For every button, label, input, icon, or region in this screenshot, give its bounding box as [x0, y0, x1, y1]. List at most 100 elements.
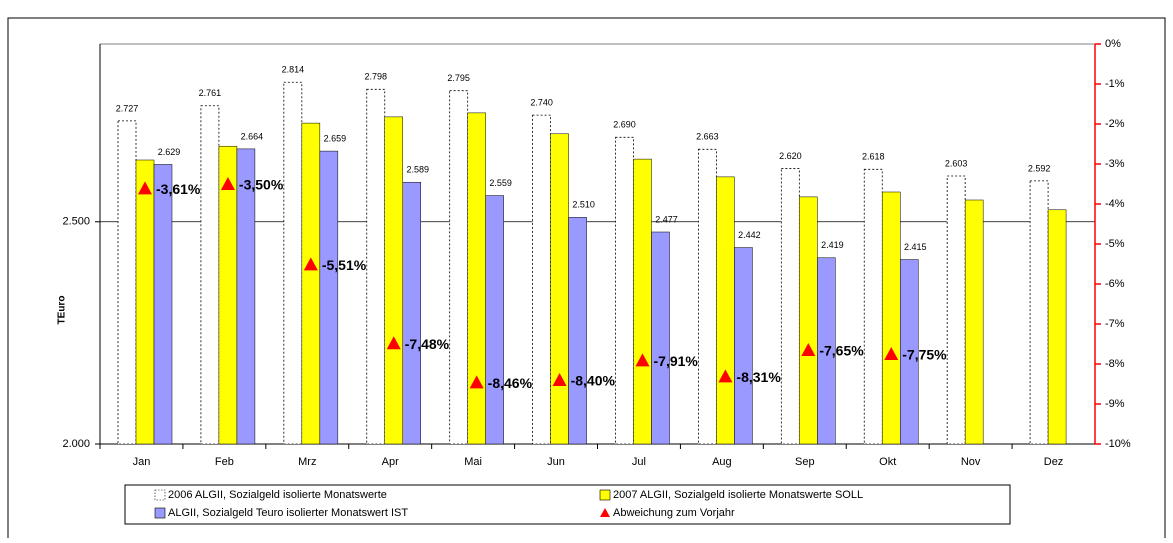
plot-area: [100, 44, 1095, 444]
x-tick-label: Nov: [961, 456, 981, 468]
y-tick-label: 2.000: [62, 438, 90, 450]
data-label: 2.761: [199, 88, 222, 98]
bar: [384, 116, 403, 445]
bar: [532, 114, 551, 445]
data-label: 2.659: [324, 133, 347, 143]
legend-swatch: [154, 489, 166, 501]
data-label: -7,48%: [405, 336, 450, 352]
data-label: 2.442: [738, 230, 761, 240]
bar: [900, 259, 919, 445]
marker: [303, 257, 318, 271]
x-tick-label: Sep: [795, 456, 815, 468]
bar: [863, 168, 883, 445]
bar: [882, 191, 901, 445]
data-label: -8,40%: [571, 373, 616, 389]
bar: [734, 247, 753, 445]
data-label: -7,65%: [819, 343, 864, 359]
bar: [946, 175, 966, 445]
legend-marker: [600, 508, 610, 517]
data-label: 2.798: [364, 72, 387, 82]
bar: [1029, 180, 1049, 445]
data-label: -8,31%: [736, 369, 781, 385]
bar: [568, 217, 587, 445]
bar: [402, 181, 421, 445]
x-tick-label: Mrz: [298, 456, 316, 468]
data-label: 2.740: [530, 97, 553, 107]
data-label: -3,61%: [156, 181, 201, 197]
bar: [964, 199, 984, 445]
bar: [615, 136, 634, 445]
y-axis-label: TEuro: [57, 296, 68, 325]
marker: [635, 353, 650, 367]
y2-tick-label: -5%: [1105, 238, 1125, 250]
marker: [469, 375, 484, 389]
legend-label: 2006 ALGII, Sozialgeld isolierte Monatsw…: [168, 489, 387, 501]
bar: [780, 168, 800, 445]
marker: [884, 347, 899, 360]
x-tick-label: Jul: [632, 456, 646, 468]
y2-tick-label: -2%: [1105, 118, 1125, 130]
data-label: 2.664: [241, 131, 264, 141]
bar: [236, 148, 256, 445]
x-tick-label: Feb: [215, 456, 234, 468]
y2-tick-label: -8%: [1105, 358, 1125, 370]
legend-label: ALGII, Sozialgeld Teuro isolierter Monat…: [168, 507, 408, 519]
bar: [1047, 209, 1067, 445]
bar: [651, 231, 670, 445]
bar: [633, 158, 652, 445]
y2-tick-label: -3%: [1105, 158, 1125, 170]
bar: [135, 159, 155, 445]
bar: [485, 195, 504, 445]
legend-swatch: [599, 489, 611, 501]
marker: [801, 343, 816, 356]
data-label: 2.603: [945, 158, 968, 168]
marker: [718, 369, 733, 383]
x-tick-label: Okt: [879, 456, 896, 468]
x-tick-label: Mai: [464, 456, 482, 468]
data-label: 2.629: [158, 147, 181, 157]
y2-tick-label: -9%: [1105, 398, 1125, 410]
legend-box: [124, 484, 1011, 525]
data-label: 2.690: [613, 120, 636, 130]
data-label: -5,51%: [322, 257, 367, 273]
marker: [386, 336, 401, 350]
data-label: -3,50%: [239, 177, 284, 193]
bar: [698, 148, 717, 445]
y2-tick-label: -10%: [1105, 438, 1131, 450]
x-tick-label: Apr: [382, 456, 399, 468]
y2-tick-label: 0%: [1105, 38, 1121, 50]
data-label: 2.727: [116, 103, 139, 113]
data-label: 2.419: [821, 240, 844, 250]
marker: [552, 373, 567, 386]
y2-tick-label: -7%: [1105, 318, 1125, 330]
data-label: 2.415: [904, 242, 927, 252]
data-label: 2.620: [779, 151, 802, 161]
bar: [799, 196, 818, 445]
bar: [716, 176, 735, 445]
data-label: 2.795: [447, 73, 470, 83]
y-tick-label: 2.500: [62, 216, 90, 228]
y2-tick-label: -6%: [1105, 278, 1125, 290]
data-label: -7,91%: [654, 353, 699, 369]
data-label: 2.663: [696, 132, 719, 142]
data-label: -7,75%: [902, 347, 947, 363]
x-tick-label: Jun: [547, 456, 565, 468]
data-label: 2.589: [406, 165, 429, 175]
bar: [218, 145, 238, 445]
marker: [138, 181, 152, 195]
bar: [550, 133, 569, 445]
bar: [817, 257, 836, 445]
legend-label: 2007 ALGII, Sozialgeld isolierte Monatsw…: [613, 489, 863, 501]
y2-tick-label: -4%: [1105, 198, 1125, 210]
marker: [220, 177, 235, 190]
y2-tick-label: -1%: [1105, 78, 1125, 90]
x-tick-label: Aug: [712, 456, 732, 468]
x-tick-label: Jan: [133, 456, 151, 468]
bar: [153, 164, 173, 445]
legend-label: Abweichung zum Vorjahr: [613, 507, 735, 519]
data-label: 2.618: [862, 152, 885, 162]
x-tick-label: Dez: [1044, 456, 1064, 468]
bar: [200, 105, 220, 445]
bar: [283, 81, 303, 445]
bar: [467, 112, 486, 445]
